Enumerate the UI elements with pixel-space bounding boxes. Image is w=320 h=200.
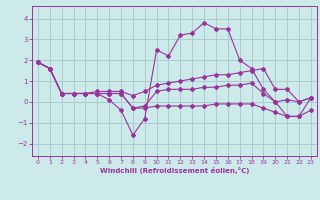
- X-axis label: Windchill (Refroidissement éolien,°C): Windchill (Refroidissement éolien,°C): [100, 167, 249, 174]
